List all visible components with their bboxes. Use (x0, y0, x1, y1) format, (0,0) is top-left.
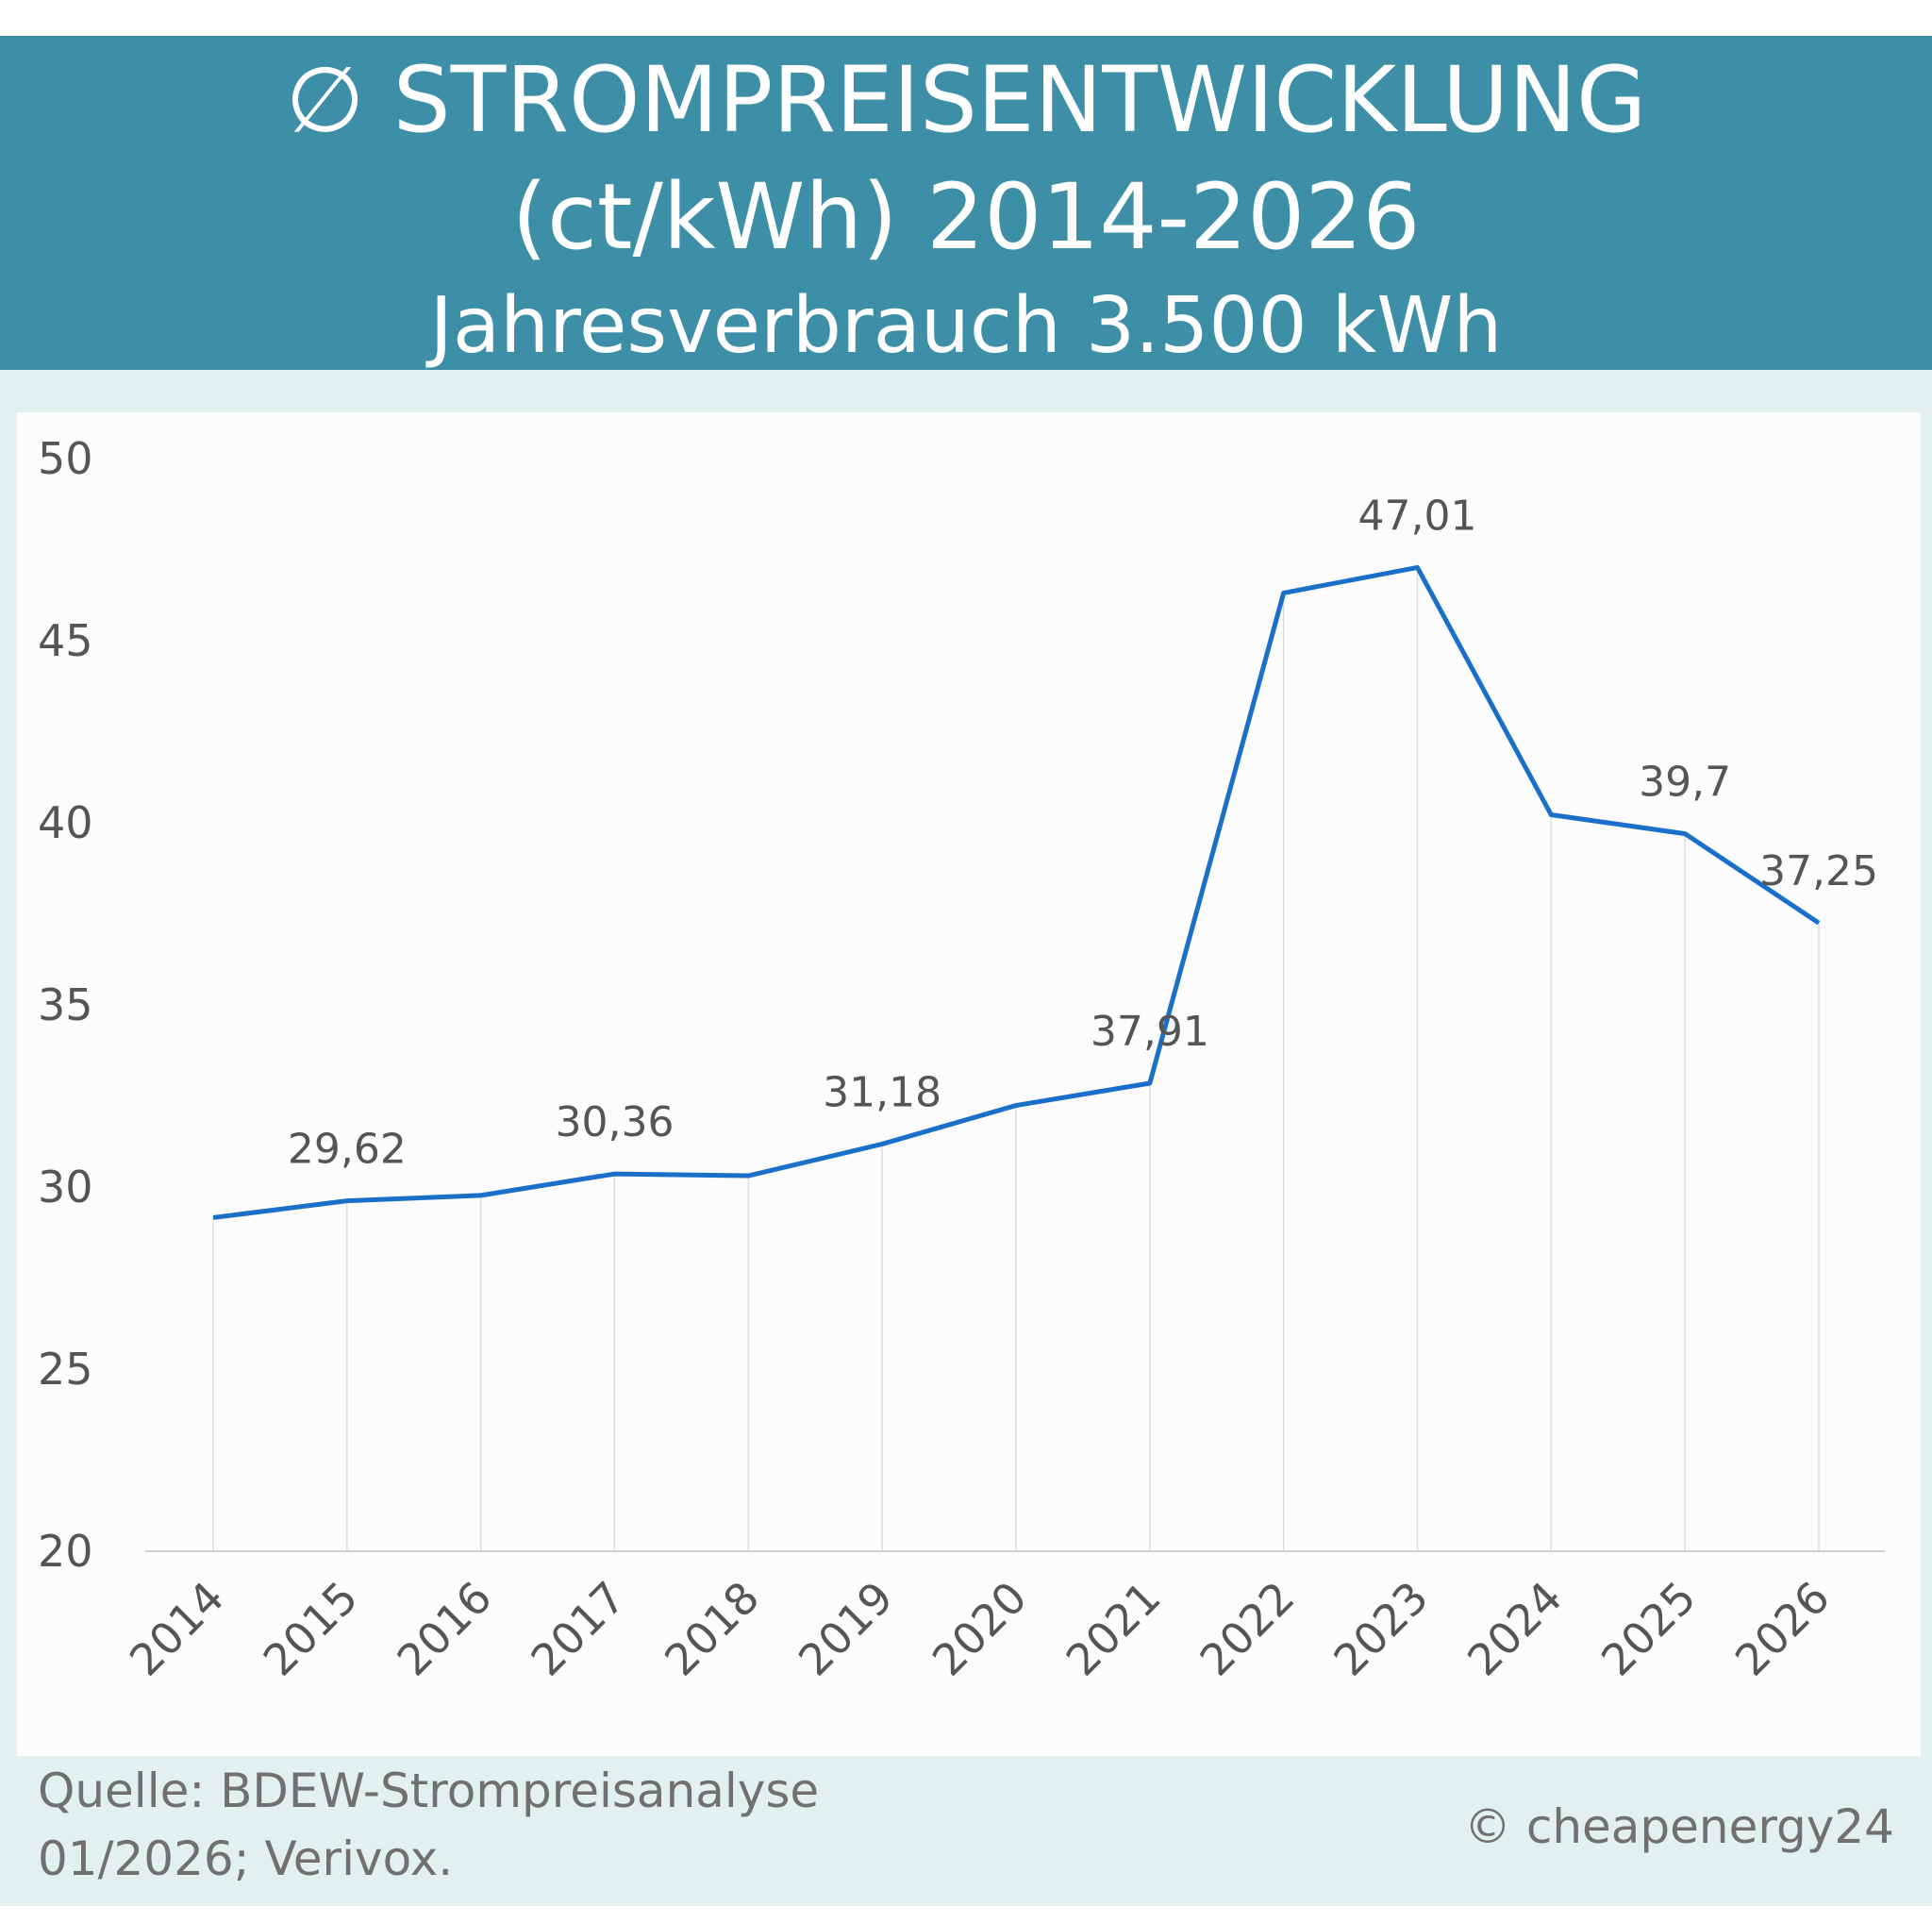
x-tick-label: 2020 (923, 1572, 1037, 1686)
copyright: © cheapenergy24 (1463, 1799, 1894, 1854)
x-tick-label: 2024 (1457, 1572, 1572, 1686)
data-label: 37,25 (1759, 847, 1878, 895)
y-tick-label: 40 (38, 797, 93, 848)
y-tick-label: 50 (38, 433, 93, 484)
data-label: 37,91 (1091, 1008, 1209, 1056)
chart-panel (17, 412, 1921, 1756)
chart-title-line1: ∅ STROMPREISENTWICKLUNG (285, 47, 1647, 153)
x-tick-label: 2016 (387, 1572, 501, 1686)
y-tick-label: 45 (38, 615, 93, 666)
x-tick-label: 2025 (1591, 1572, 1706, 1686)
data-line (212, 564, 1821, 1220)
data-label: 47,01 (1358, 492, 1477, 540)
x-tick-label: 2015 (254, 1572, 368, 1686)
x-tick-label: 2026 (1725, 1572, 1840, 1686)
data-label: 30,36 (556, 1098, 675, 1146)
x-tick-label: 2021 (1057, 1572, 1171, 1686)
x-tick-label: 2019 (789, 1572, 903, 1686)
header-banner: ∅ STROMPREISENTWICKLUNG (ct/kWh) 2014-20… (0, 36, 1932, 371)
source-line1: Quelle: BDEW-Strompreisanalyse (38, 1764, 820, 1818)
y-tick-label: 25 (38, 1344, 93, 1395)
y-tick-label: 20 (38, 1526, 93, 1577)
x-tick-label: 2018 (655, 1572, 769, 1686)
y-tick-label: 30 (38, 1162, 93, 1212)
chart-title-line2: (ct/kWh) 2014-2026 (511, 164, 1421, 270)
x-tick-label: 2023 (1324, 1572, 1438, 1686)
data-label: 39,7 (1639, 759, 1731, 807)
source-note: Quelle: BDEW-Strompreisanalyse 01/2026; … (38, 1757, 819, 1893)
x-tick-label: 2014 (120, 1572, 234, 1686)
x-tick-label: 2017 (521, 1572, 635, 1686)
data-label: 29,62 (288, 1126, 407, 1174)
x-tick-label: 2022 (1190, 1572, 1304, 1686)
data-label: 31,18 (823, 1068, 941, 1116)
source-line2: 01/2026; Verivox. (38, 1831, 454, 1886)
y-tick-label: 35 (38, 979, 93, 1030)
chart-subtitle: Jahresverbrauch 3.500 kWh (429, 281, 1503, 371)
